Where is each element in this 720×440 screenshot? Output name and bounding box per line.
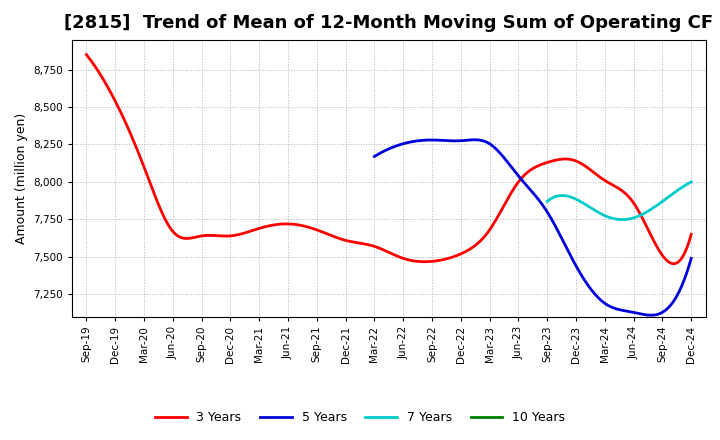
- 3 Years: [82, 52, 91, 57]
- 7 Years: [543, 199, 552, 204]
- 5 Years: [660, 309, 668, 314]
- 3 Years: [592, 172, 600, 177]
- 5 Years: [638, 312, 647, 317]
- 5 Years: [471, 137, 480, 143]
- 7 Years: [631, 215, 640, 220]
- 7 Years: [665, 194, 673, 199]
- 3 Years: [440, 257, 449, 262]
- 7 Years: [674, 187, 683, 193]
- 5 Years: [687, 256, 696, 261]
- Line: 5 Years: 5 Years: [374, 140, 691, 315]
- 3 Years: [452, 253, 461, 258]
- 3 Years: [442, 256, 451, 261]
- Legend: 3 Years, 5 Years, 7 Years, 10 Years: 3 Years, 5 Years, 7 Years, 10 Years: [150, 407, 570, 429]
- 5 Years: [559, 240, 568, 246]
- Y-axis label: Amount (million yen): Amount (million yen): [14, 113, 27, 244]
- 3 Years: [84, 55, 93, 60]
- 5 Years: [370, 154, 379, 159]
- 5 Years: [559, 238, 567, 243]
- 7 Years: [629, 216, 637, 221]
- 5 Years: [565, 251, 574, 256]
- Title: [2815]  Trend of Mean of 12-Month Moving Sum of Operating CF: [2815] Trend of Mean of 12-Month Moving …: [64, 15, 714, 33]
- 3 Years: [669, 261, 678, 266]
- 3 Years: [687, 232, 696, 237]
- 7 Years: [629, 215, 638, 220]
- 5 Years: [647, 312, 655, 318]
- Line: 7 Years: 7 Years: [547, 182, 691, 220]
- 7 Years: [687, 180, 696, 185]
- Line: 3 Years: 3 Years: [86, 55, 691, 264]
- 5 Years: [371, 153, 379, 158]
- 3 Years: [630, 202, 639, 207]
- 7 Years: [544, 198, 552, 204]
- 7 Years: [618, 217, 626, 222]
